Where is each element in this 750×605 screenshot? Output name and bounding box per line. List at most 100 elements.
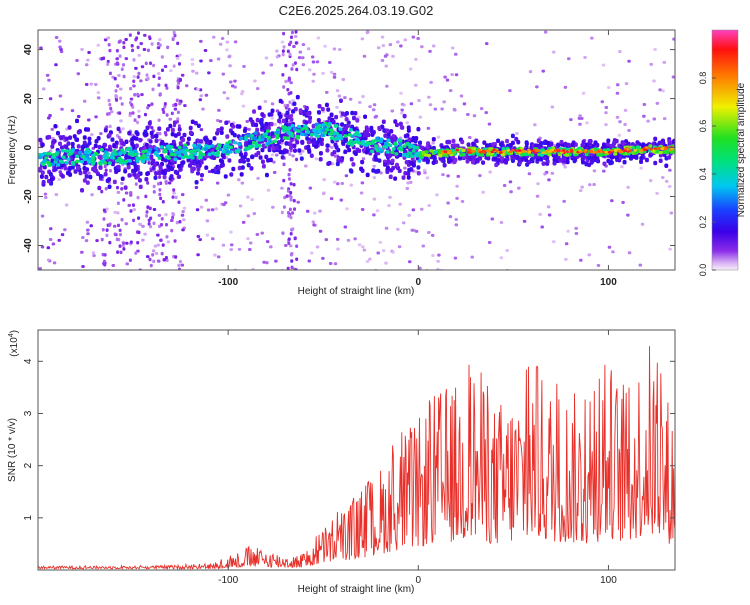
spectrogram-cell — [315, 245, 320, 249]
spectrogram-cell — [129, 193, 133, 197]
spectrogram-cell — [393, 176, 398, 181]
spectrogram-cell — [452, 143, 457, 148]
spectrogram-cell — [108, 48, 112, 53]
spectrogram-cell — [606, 142, 611, 148]
spectrogram-cell — [76, 165, 81, 171]
spectrogram-cell — [117, 135, 121, 140]
spectrogram-cell — [291, 211, 295, 215]
spectrogram-cell — [137, 71, 141, 76]
spectrogram-cell — [242, 128, 247, 134]
spectrogram-cell — [416, 126, 421, 132]
spectrogram-cell — [150, 102, 154, 106]
spectrogram-cell — [414, 57, 418, 61]
spectrogram-cell — [218, 42, 223, 46]
spectrogram-cell — [211, 151, 216, 156]
spectrogram-cell — [661, 89, 665, 93]
spectrogram-cell — [199, 172, 204, 178]
spectrogram-cell — [145, 255, 150, 259]
spectrogram-cell — [144, 61, 148, 66]
spectrogram-cell — [566, 229, 570, 233]
spectrogram-cell — [264, 172, 269, 178]
spectrogram-cell — [115, 57, 119, 61]
spectrogram-cell — [425, 176, 430, 180]
spectrogram-cell — [492, 148, 496, 152]
spectrogram-cell — [417, 159, 422, 163]
spectrogram-cell — [323, 44, 327, 48]
spectrogram-cell — [199, 128, 204, 132]
spectrogram-cell — [380, 58, 385, 62]
snr-ylabel: SNR (10 * v/v) — [7, 418, 18, 482]
spectrogram-cell — [610, 199, 614, 203]
spectrogram-cell — [378, 240, 383, 244]
spectrogram-cell — [263, 100, 268, 104]
spectrogram-cell — [564, 242, 569, 246]
spectrogram-cell — [282, 162, 286, 167]
spectrogram-cell — [286, 266, 290, 270]
spectrogram-cell — [316, 36, 321, 40]
spectrogram-cell — [317, 130, 322, 134]
spectrogram-cell — [225, 48, 229, 52]
spectrogram-ytick-label: 40 — [23, 44, 34, 56]
spectrogram-cell — [177, 124, 181, 128]
spectrogram-cell — [386, 159, 391, 164]
spectrogram-cell — [196, 234, 201, 238]
spectrogram-cell — [275, 135, 280, 140]
spectrogram-cell — [664, 150, 669, 155]
spectrogram-cell — [199, 59, 203, 63]
spectrogram-cell — [310, 55, 315, 59]
spectrogram-cell — [156, 259, 161, 263]
spectrogram-cell — [321, 256, 325, 260]
spectrogram-cell — [229, 243, 234, 247]
spectrogram-cell — [458, 153, 463, 157]
spectrogram-cell — [154, 138, 159, 144]
spectrogram-cell — [141, 238, 145, 242]
spectrogram-cell — [221, 243, 226, 247]
spectrogram-cell — [140, 65, 145, 69]
spectrogram-cell — [490, 217, 495, 221]
spectrogram-cell — [239, 136, 244, 141]
spectrogram-cell — [105, 125, 109, 129]
spectrogram-cell — [427, 204, 431, 208]
spectrogram-cell — [344, 111, 349, 116]
spectrogram-cell — [405, 154, 410, 159]
spectrogram-cell — [181, 228, 185, 232]
spectrogram-cell — [152, 63, 156, 68]
spectrogram-cell — [144, 194, 148, 199]
spectrogram-cell — [156, 72, 161, 76]
spectrogram-cell — [253, 131, 258, 135]
spectrogram-cell — [120, 181, 124, 185]
spectrogram-cell — [348, 128, 353, 132]
spectrogram-cell — [522, 219, 527, 223]
spectrogram-cell — [336, 155, 341, 161]
spectrogram-cell — [85, 180, 90, 185]
spectrogram-cell — [227, 158, 232, 163]
spectrogram-cell — [90, 159, 95, 164]
spectrogram-cell — [182, 218, 186, 222]
spectrogram-cell — [311, 60, 316, 64]
spectrogram-cell — [183, 154, 188, 159]
spectrogram-cell — [475, 158, 480, 164]
spectrogram-cell — [295, 244, 299, 248]
spectrogram-cell — [407, 167, 412, 173]
spectrogram-cell — [146, 181, 150, 185]
spectrogram-cell — [450, 46, 455, 50]
spectrogram-cell — [290, 124, 295, 128]
spectrogram-cell — [348, 168, 353, 173]
spectrogram-cell — [164, 179, 168, 184]
spectrogram-cell — [173, 239, 177, 243]
spectrogram-cell — [313, 211, 317, 215]
spectrogram-cell — [75, 159, 80, 164]
spectrogram-cell — [107, 177, 112, 182]
spectrogram-cell — [132, 161, 137, 166]
spectrogram-cell — [172, 30, 176, 35]
spectrogram-cell — [51, 153, 56, 157]
spectrogram-cell — [289, 182, 293, 186]
spectrogram-cell — [113, 232, 117, 237]
spectrogram-cell — [239, 172, 244, 177]
spectrogram-cell — [452, 107, 457, 111]
spectrogram-cell — [607, 151, 612, 154]
spectrogram-cell — [345, 144, 350, 149]
spectrogram-cell — [306, 130, 311, 134]
spectrogram-cell — [122, 40, 126, 45]
spectrogram-cell — [102, 161, 107, 165]
